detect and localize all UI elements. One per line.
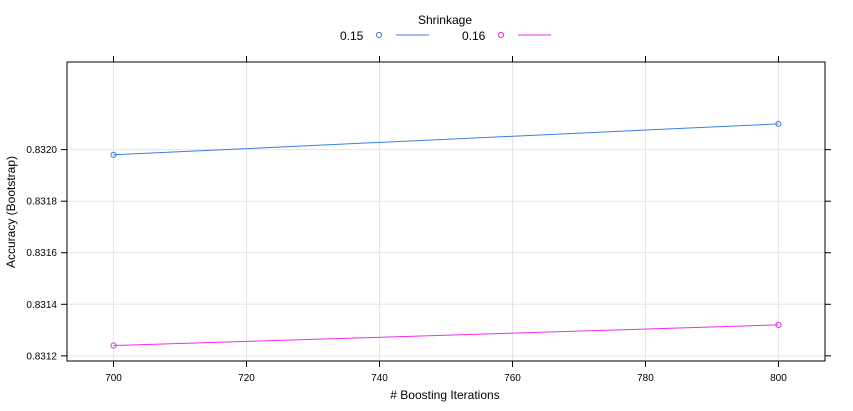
data-point-series-1	[775, 120, 782, 127]
y-tick-label: 0.8320	[26, 145, 57, 156]
x-tick-label: 780	[637, 373, 654, 384]
x-axis-tick-labels: 700 720 740 760 780 800	[105, 373, 787, 384]
legend-title: Shrinkage	[418, 13, 472, 27]
x-tick-label: 740	[371, 373, 388, 384]
legend-item-series-2: 0.16	[462, 29, 551, 43]
data-point-series-2	[775, 321, 782, 329]
legend-marker-series-2	[497, 31, 505, 39]
series-line-2	[113, 324, 779, 347]
legend-item-series-1: 0.15	[340, 29, 429, 43]
y-tick-label: 0.8316	[26, 248, 57, 259]
x-tick-label: 720	[238, 373, 255, 384]
y-tick-label: 0.8312	[26, 351, 57, 362]
x-tick-label: 800	[770, 373, 787, 384]
legend-label-series-1: 0.15	[340, 29, 364, 43]
legend-marker-series-1	[375, 31, 383, 39]
axis-ticks	[61, 56, 831, 367]
x-tick-label: 760	[504, 373, 521, 384]
legend-label-series-2: 0.16	[462, 29, 486, 43]
legend: Shrinkage 0.15 0.16	[340, 13, 551, 43]
grid	[67, 62, 825, 361]
y-tick-label: 0.8318	[26, 197, 57, 208]
plot-frame	[66, 61, 826, 362]
y-axis-tick-labels: 0.8312 0.8314 0.8316 0.8318 0.8320	[26, 145, 57, 362]
data-point-series-2	[110, 342, 117, 349]
plot-series	[110, 120, 782, 349]
data-point-series-1	[110, 151, 117, 158]
x-tick-label: 700	[105, 373, 122, 384]
y-axis-label: Accuracy (Bootstrap)	[4, 156, 18, 268]
x-axis-label: # Boosting Iterations	[390, 388, 499, 402]
series-line-1	[113, 123, 779, 156]
y-tick-label: 0.8314	[26, 300, 57, 311]
